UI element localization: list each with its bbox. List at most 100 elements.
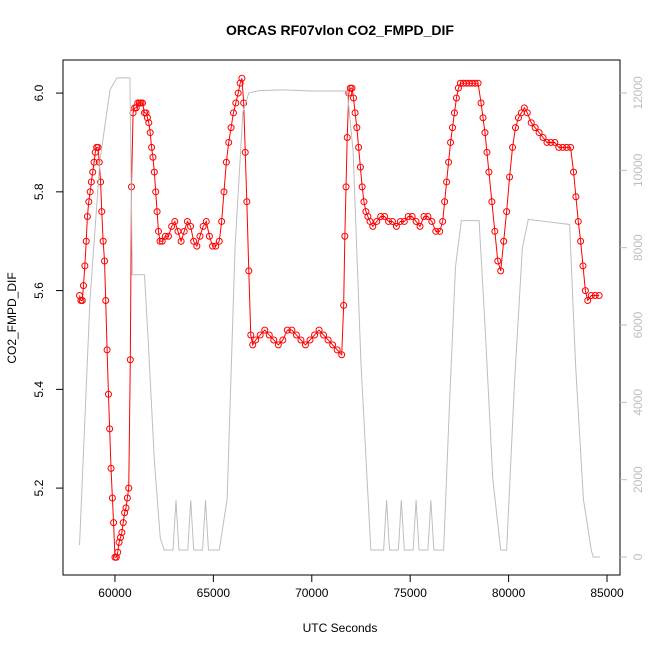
point — [324, 336, 332, 344]
point — [106, 425, 114, 433]
point — [547, 138, 555, 146]
point — [168, 222, 176, 230]
point — [297, 336, 305, 344]
point — [225, 138, 233, 146]
y2-tick-label: 0 — [631, 553, 645, 560]
point — [125, 484, 133, 492]
point — [265, 331, 273, 339]
point — [436, 227, 444, 235]
point — [539, 134, 547, 142]
point — [190, 237, 198, 245]
point — [209, 242, 217, 250]
point — [353, 124, 361, 132]
point — [102, 296, 110, 304]
point — [342, 183, 350, 191]
point — [156, 237, 164, 245]
point — [152, 188, 160, 196]
point — [143, 114, 151, 122]
point — [87, 178, 95, 186]
point — [119, 519, 127, 527]
point — [212, 242, 220, 250]
point — [241, 148, 249, 156]
point — [355, 143, 363, 151]
point — [164, 232, 172, 240]
point — [491, 227, 499, 235]
point — [428, 217, 436, 225]
point — [441, 198, 449, 206]
point — [234, 89, 242, 97]
point — [449, 124, 457, 132]
point — [503, 208, 511, 216]
point — [416, 222, 424, 230]
point — [481, 129, 489, 137]
x-tick-label: 70000 — [295, 586, 329, 600]
point — [531, 124, 539, 132]
point — [126, 356, 134, 364]
point — [420, 213, 428, 221]
point — [118, 529, 126, 537]
point — [471, 79, 479, 87]
point — [112, 553, 120, 561]
point — [563, 143, 571, 151]
point — [572, 193, 580, 201]
point — [270, 336, 278, 344]
y2-tick-label: 6000 — [631, 311, 645, 338]
point — [122, 504, 130, 512]
point — [161, 232, 169, 240]
point — [579, 262, 587, 270]
y2-tick-label: 8000 — [631, 234, 645, 261]
point — [148, 143, 156, 151]
point — [311, 331, 319, 339]
point — [408, 213, 416, 221]
point — [381, 213, 389, 221]
point — [123, 494, 131, 502]
x-tick-label: 65000 — [197, 586, 231, 600]
point — [587, 292, 595, 300]
point — [150, 168, 158, 176]
point — [114, 548, 122, 556]
y2-tick-label: 4000 — [631, 389, 645, 416]
point — [261, 326, 269, 334]
point — [252, 336, 260, 344]
point — [220, 188, 228, 196]
point — [180, 227, 188, 235]
point — [373, 217, 381, 225]
point — [388, 217, 396, 225]
point — [315, 326, 323, 334]
point — [78, 296, 86, 304]
point — [306, 336, 314, 344]
plot-frame — [62, 59, 621, 576]
chart-title: ORCAS RF07vlon CO2_FMPD_DIF — [226, 22, 454, 38]
point — [348, 84, 356, 92]
point — [177, 237, 185, 245]
point — [89, 168, 97, 176]
y-axis-label: CO2_FMPD_DIF — [5, 272, 19, 363]
altitude-line — [79, 77, 601, 558]
point — [283, 326, 291, 334]
x-axis-label: UTC Seconds — [303, 621, 378, 635]
point — [356, 163, 364, 171]
point — [392, 222, 400, 230]
point — [412, 217, 420, 225]
point — [187, 222, 195, 230]
point — [551, 138, 559, 146]
point — [400, 217, 408, 225]
point — [139, 99, 147, 107]
point — [377, 213, 385, 221]
point — [199, 222, 207, 230]
point — [232, 99, 240, 107]
point — [432, 227, 440, 235]
point — [358, 183, 366, 191]
point — [483, 148, 491, 156]
point — [222, 158, 230, 166]
point — [236, 79, 244, 87]
point — [202, 217, 210, 225]
point — [535, 129, 543, 137]
point — [110, 519, 118, 527]
point — [103, 346, 111, 354]
point — [146, 129, 154, 137]
point — [584, 296, 592, 304]
point — [506, 173, 514, 181]
series-line — [79, 78, 600, 558]
